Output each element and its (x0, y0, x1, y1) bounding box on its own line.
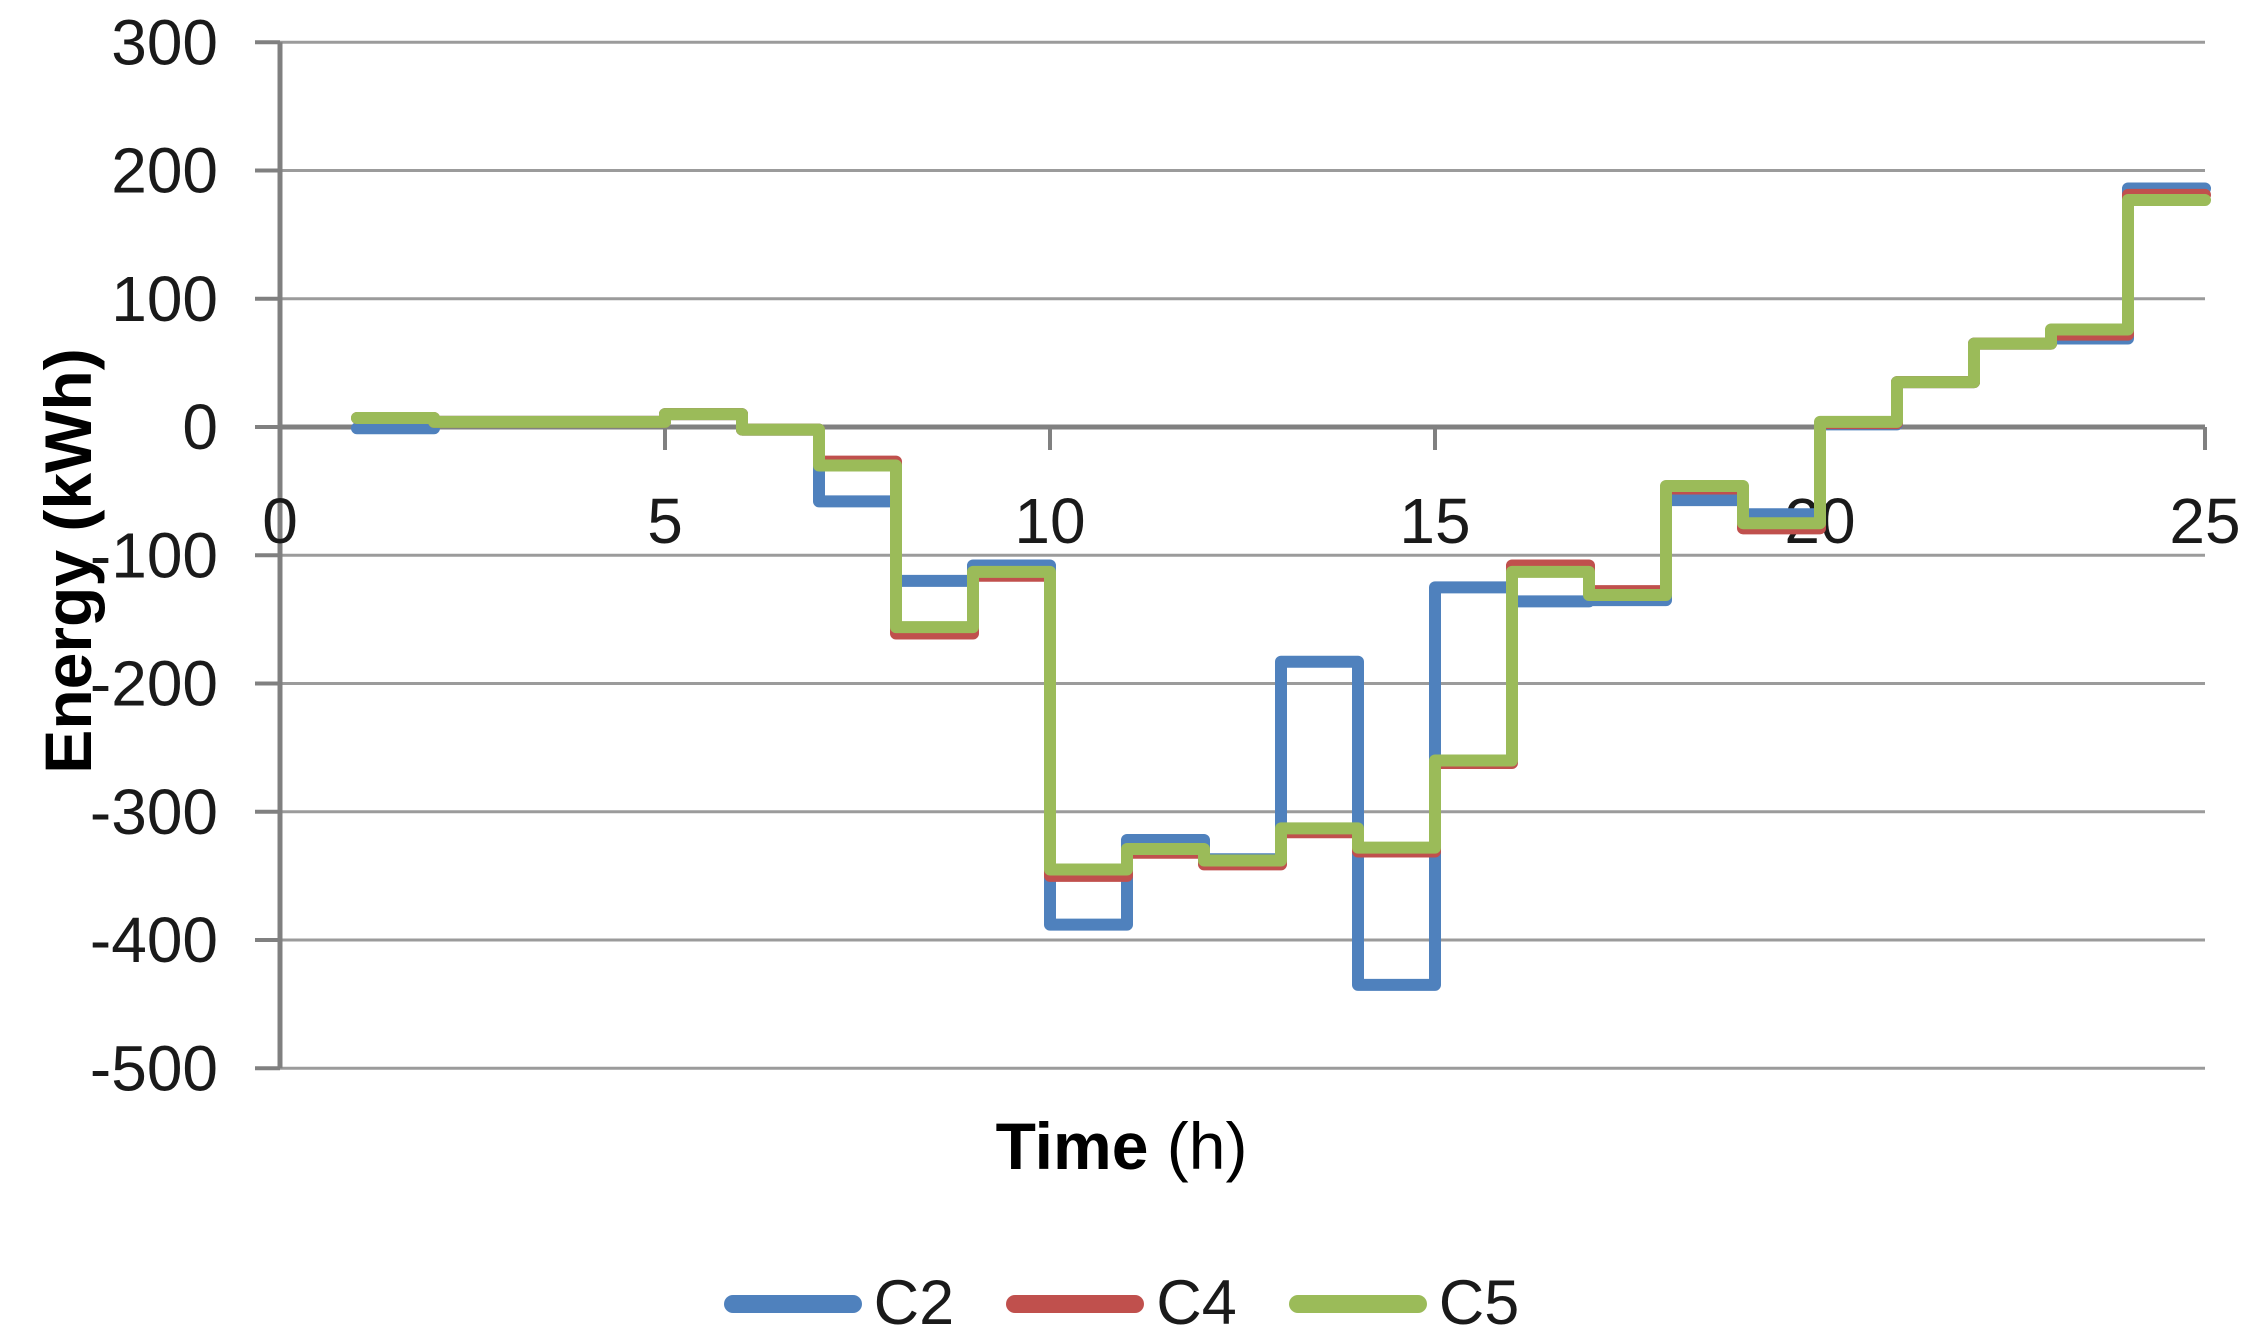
legend-label-c5: C5 (1438, 1268, 1520, 1338)
x-axis-title-text: Time (995, 1109, 1149, 1183)
y-tick-label-300: 300 (111, 6, 218, 78)
y-tick-label-200: 200 (111, 135, 218, 207)
chart-legend: C2 C4 C5 (0, 1272, 2243, 1335)
x-axis-title: Time (h) (0, 1108, 2243, 1184)
legend-item-c5: C5 (1288, 1268, 1520, 1338)
y-tick-label--500: -500 (90, 1032, 218, 1104)
y-tick-label-0: 0 (182, 391, 218, 463)
legend-label-c2: C2 (873, 1268, 955, 1338)
legend-swatch-c5 (1288, 1294, 1427, 1313)
y-tick-label--300: -300 (90, 776, 218, 848)
legend-item-c2: C2 (723, 1268, 955, 1338)
x-tick-label-0: 0 (262, 485, 298, 557)
legend-swatch-c4 (1006, 1294, 1145, 1313)
y-tick-label--200: -200 (90, 648, 218, 720)
x-tick-label-10: 10 (1014, 485, 1085, 557)
y-tick-label-100: 100 (111, 263, 218, 335)
x-tick-label-25: 25 (2169, 485, 2240, 557)
x-tick-label-5: 5 (647, 485, 683, 557)
x-axis-title-unit: (h) (1148, 1109, 1248, 1183)
legend-item-c4: C4 (1006, 1272, 1237, 1335)
y-axis-title: Energy (kWh) (31, 348, 105, 774)
series-line-C5 (351, 193, 2211, 876)
y-tick-label--400: -400 (90, 904, 218, 976)
legend-swatch-c2 (723, 1294, 862, 1313)
y-tick-label--100: -100 (90, 519, 218, 591)
legend-label-c4: C4 (1156, 1268, 1237, 1338)
x-tick-label-15: 15 (1399, 485, 1470, 557)
